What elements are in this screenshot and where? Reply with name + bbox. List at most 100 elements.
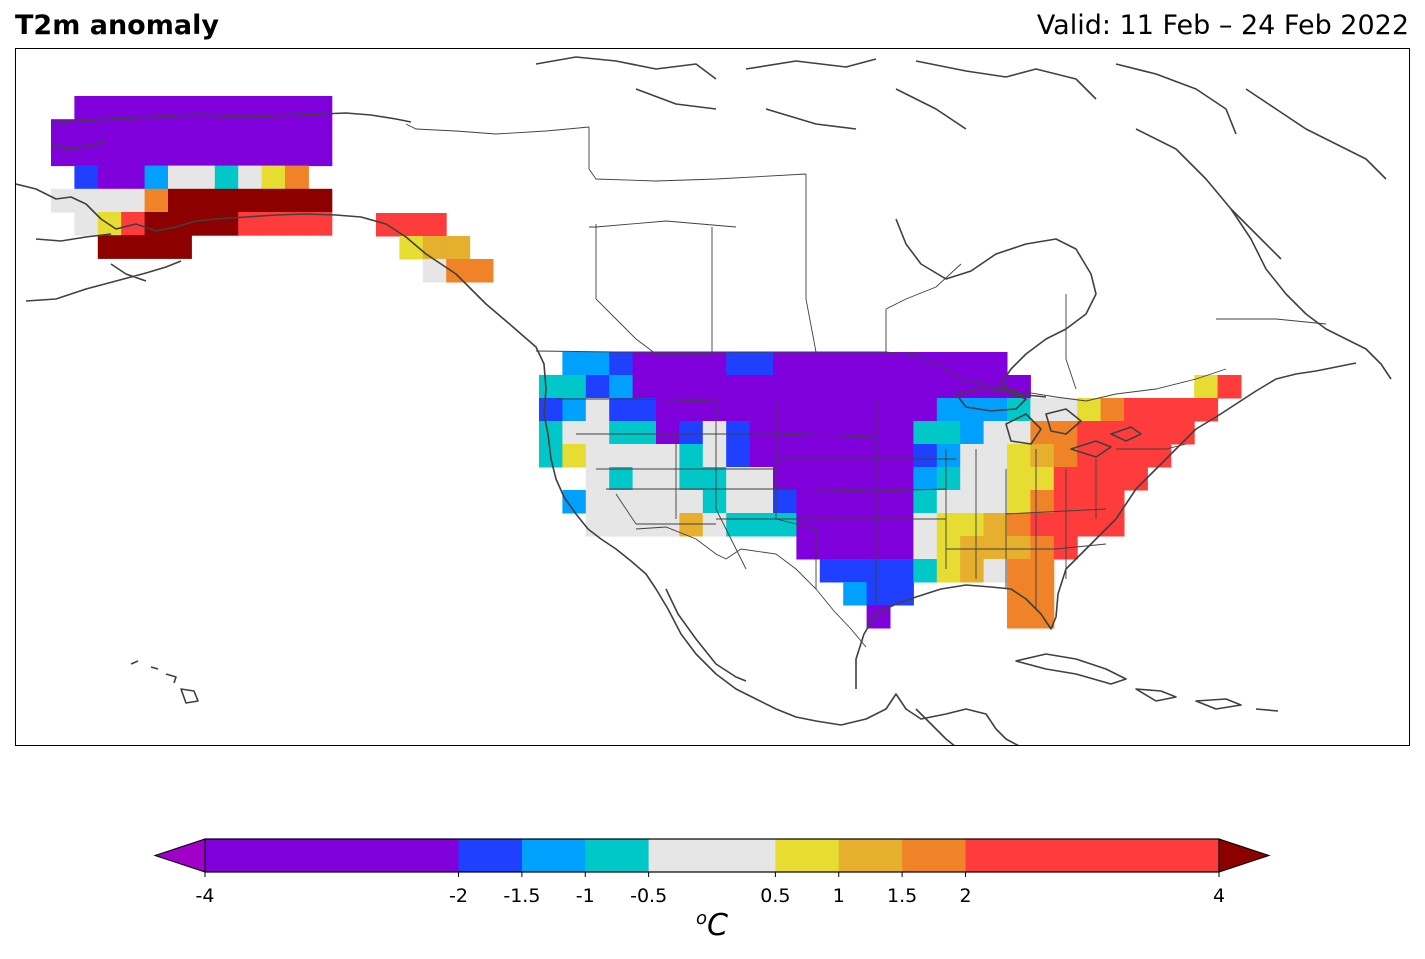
map-canvas xyxy=(16,56,1392,745)
conus-cell xyxy=(843,444,868,468)
alaska-cell xyxy=(144,188,169,213)
alaska-coastline xyxy=(16,112,442,302)
alaska-cell xyxy=(97,235,122,259)
conus-cell xyxy=(866,398,891,422)
colorbar: -4 -2 -1.5 -1 -0.5 0.5 1 1.5 2 4 oC xyxy=(150,835,1275,950)
conus-cell xyxy=(890,536,914,560)
conus-cell xyxy=(656,421,680,445)
conus-cell xyxy=(702,467,727,491)
alaska-cell xyxy=(144,142,169,167)
conus-cell xyxy=(960,398,985,422)
colorbar-tick-label: 4 xyxy=(1212,885,1226,907)
conus-cell xyxy=(913,398,938,422)
conus-cell xyxy=(1030,536,1055,560)
conus-cell xyxy=(796,352,821,376)
conus-cell xyxy=(819,352,844,376)
alaska-cell xyxy=(168,235,192,259)
conus-cell xyxy=(1147,444,1172,468)
conus-cell xyxy=(819,421,844,445)
conus-cell xyxy=(609,444,634,468)
alaska-cell xyxy=(238,212,263,236)
conus-cell xyxy=(1007,605,1031,629)
alaska-cell xyxy=(51,119,75,143)
alaska-cell xyxy=(285,142,309,167)
conus-cell xyxy=(1077,444,1102,468)
conus-cell xyxy=(819,559,844,583)
conus-cell xyxy=(609,421,634,445)
conus-cell xyxy=(1030,490,1055,514)
conus-cell xyxy=(749,375,774,399)
colorbar-bin xyxy=(965,839,1220,872)
conus-cell xyxy=(843,513,868,537)
conus-cell xyxy=(913,536,938,560)
conus-cell xyxy=(749,421,774,445)
conus-cell xyxy=(890,398,914,422)
conus-cell xyxy=(702,375,727,399)
conus-cell xyxy=(1053,421,1078,445)
alaska-cell xyxy=(308,96,333,120)
alaska-cell xyxy=(214,142,239,167)
alaska-cell xyxy=(308,212,333,236)
us-state-borders xyxy=(556,398,1187,609)
conus-cell xyxy=(656,375,680,399)
conus-cell xyxy=(1030,444,1055,468)
colorbar-unit-base: C xyxy=(707,908,728,943)
conus-cell xyxy=(796,490,821,514)
conus-cell xyxy=(960,375,985,399)
alaska-cell xyxy=(214,119,239,143)
alaska-cell xyxy=(144,212,169,236)
alaska-cell xyxy=(285,165,309,190)
conus-cell xyxy=(632,444,657,468)
conus-cell xyxy=(1100,467,1125,491)
conus-cell xyxy=(843,421,868,445)
conus-cell xyxy=(1007,421,1031,445)
conus-cell xyxy=(1077,421,1102,445)
alaska-cell xyxy=(168,165,192,190)
conus-cell xyxy=(936,375,961,399)
conus-cell xyxy=(890,513,914,537)
conus-cell xyxy=(773,398,797,422)
conus-cell xyxy=(936,536,961,560)
conus-cell xyxy=(983,467,1008,491)
colorbar-tick-label: -0.5 xyxy=(630,885,668,907)
conus-cell xyxy=(1170,421,1195,445)
colorbar-bin xyxy=(648,839,776,872)
conus-cell xyxy=(773,352,797,376)
alaska-cell xyxy=(238,119,263,143)
conus-cell xyxy=(749,444,774,468)
conus-cell xyxy=(960,421,985,445)
colorbar-strip xyxy=(153,838,1271,877)
conus-cell xyxy=(936,398,961,422)
conus-cell xyxy=(773,490,797,514)
conus-cell xyxy=(866,421,891,445)
conus-cell xyxy=(983,559,1008,583)
conus-cell xyxy=(749,398,774,422)
alaska-cell xyxy=(97,188,122,213)
conus-cell xyxy=(843,352,868,376)
alaska-cell xyxy=(144,165,169,190)
conus-cell xyxy=(656,467,680,491)
colorbar-bin xyxy=(585,839,650,872)
conus-cell xyxy=(1194,375,1219,399)
conus-cell xyxy=(960,352,985,376)
conus-cell xyxy=(1077,513,1102,537)
conus-cell xyxy=(819,375,844,399)
alaska-cell xyxy=(261,188,286,213)
conus-cell xyxy=(913,490,938,514)
alaska-cell xyxy=(168,188,192,213)
alaska-cell xyxy=(51,188,75,213)
conus-cell xyxy=(562,375,587,399)
conus-cell xyxy=(726,467,751,491)
colorbar-outline xyxy=(204,838,1220,873)
conus-cell xyxy=(1077,467,1102,491)
alaska-cell xyxy=(121,96,146,120)
conus-cell xyxy=(819,467,844,491)
conus-cell xyxy=(773,513,797,537)
alaska-cell xyxy=(191,96,216,120)
conus-cell xyxy=(702,398,727,422)
conus-cell xyxy=(866,559,891,583)
conus-cell xyxy=(866,352,891,376)
conus-cell xyxy=(890,559,914,583)
conus-cell xyxy=(960,467,985,491)
coastlines-and-borders xyxy=(16,56,1392,745)
